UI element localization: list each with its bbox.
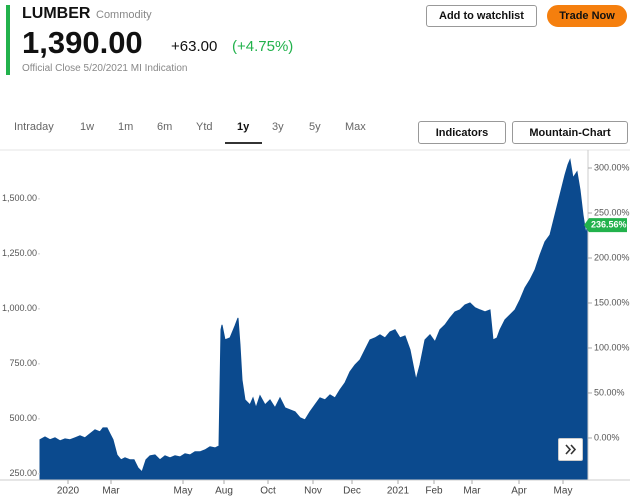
trade-button[interactable]: Trade Now bbox=[547, 5, 627, 27]
range-tab[interactable]: 3y bbox=[272, 121, 284, 133]
y-tick-label: 1,500.00 bbox=[2, 193, 37, 203]
close-note: Official Close 5/20/2021 MI Indication bbox=[22, 63, 188, 74]
x-tick-label: May bbox=[554, 486, 573, 497]
x-tick-label: Dec bbox=[343, 486, 361, 497]
x-tick-label: May bbox=[174, 486, 193, 497]
range-tab[interactable]: 1m bbox=[118, 121, 134, 133]
kind: Commodity bbox=[96, 9, 152, 21]
watchlist-button[interactable]: Add to watchlist bbox=[426, 5, 537, 27]
range-tab[interactable]: Ytd bbox=[196, 121, 213, 133]
y-tick-label: 250.00 bbox=[9, 468, 37, 478]
current-badge bbox=[584, 218, 627, 233]
current-badge-label: 236.56% bbox=[591, 219, 627, 229]
range-tab[interactable]: 5y bbox=[309, 121, 321, 133]
symbol: LUMBER bbox=[22, 5, 91, 22]
x-tick-label: 2020 bbox=[57, 486, 80, 497]
change-pct: (+4.75%) bbox=[232, 38, 294, 55]
price: 1,390.00 bbox=[22, 25, 143, 60]
scroll-icon bbox=[565, 444, 577, 455]
y-tick-label: 500.00 bbox=[9, 413, 37, 423]
range-tab[interactable]: 1w bbox=[80, 121, 95, 133]
area bbox=[39, 158, 589, 481]
x-tick-label: Aug bbox=[215, 486, 233, 497]
y2-tick-label: 100.00% bbox=[594, 342, 630, 352]
y2-tick-label: 250.00% bbox=[594, 207, 630, 217]
y2-tick-label: 300.00% bbox=[594, 162, 630, 172]
y2-tick-label: 150.00% bbox=[594, 297, 630, 307]
y2-tick-label: 50.00% bbox=[594, 387, 625, 397]
x-tick-label: Nov bbox=[304, 486, 322, 497]
x-tick-label: 2021 bbox=[387, 486, 410, 497]
tab-underline bbox=[225, 142, 262, 144]
chart-type-button[interactable]: Mountain-Chart bbox=[512, 121, 628, 144]
range-tab[interactable]: 6m bbox=[157, 121, 173, 133]
accent-bar bbox=[6, 5, 10, 75]
y2-tick-label: 0.00% bbox=[594, 432, 620, 442]
indicators-button[interactable]: Indicators bbox=[418, 121, 506, 144]
y2-tick-label: 200.00% bbox=[594, 252, 630, 262]
scroll-button[interactable] bbox=[558, 438, 583, 461]
x-tick-label: Apr bbox=[511, 486, 527, 497]
x-tick-label: Feb bbox=[425, 486, 443, 497]
x-tick-label: Mar bbox=[102, 486, 120, 497]
x-tick-label: Oct bbox=[260, 486, 276, 497]
range-tab[interactable]: Max bbox=[345, 121, 366, 133]
y-tick-label: 1,250.00 bbox=[2, 248, 37, 258]
change: +63.00 bbox=[171, 38, 218, 55]
x-tick-label: Mar bbox=[463, 486, 481, 497]
range-tab[interactable]: 1y bbox=[237, 121, 250, 133]
y-tick-label: 750.00 bbox=[9, 358, 37, 368]
y-tick-label: 1,000.00 bbox=[2, 303, 37, 313]
range-tab[interactable]: Intraday bbox=[14, 121, 54, 133]
